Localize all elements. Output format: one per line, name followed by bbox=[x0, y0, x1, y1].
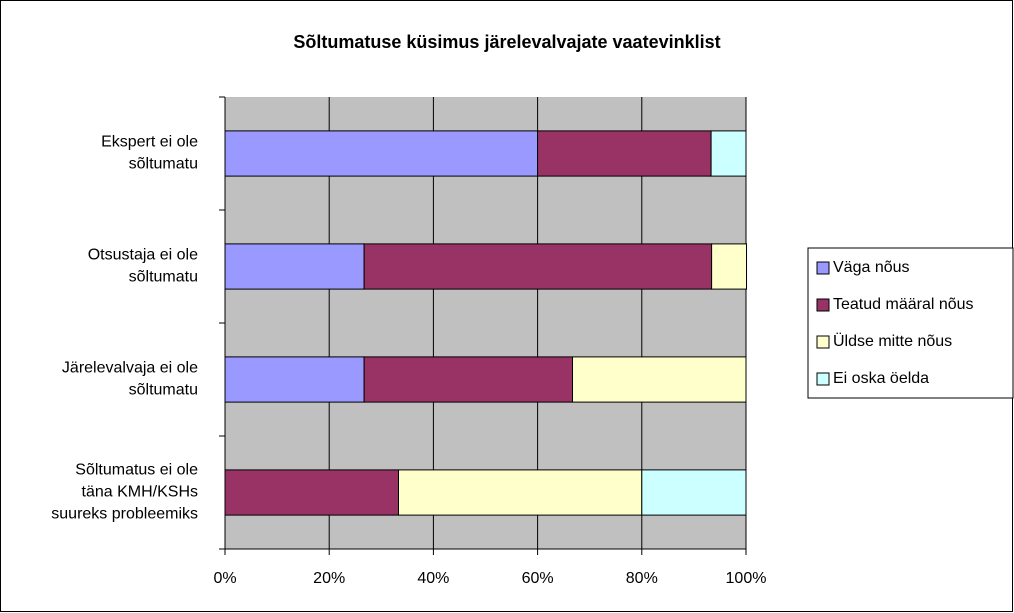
chart-title: Sõltumatuse küsimus järelevalvajate vaat… bbox=[293, 32, 720, 52]
y-tick-label: Järelevalvaja ei ole sõltumatu bbox=[62, 360, 198, 399]
bar-segment bbox=[711, 243, 748, 290]
legend-label: Teatud määral nõus bbox=[833, 296, 974, 313]
x-tick-label: 40% bbox=[417, 570, 449, 587]
legend-label: Ei oska öelda bbox=[833, 370, 929, 387]
bar-segment bbox=[363, 356, 574, 403]
legend-swatch bbox=[816, 372, 830, 386]
legend-box bbox=[807, 247, 1014, 399]
legend-label: Väga nõus bbox=[833, 259, 910, 276]
y-tick-label: Otsustaja ei ole sõltumatu bbox=[88, 247, 198, 286]
bar-segment bbox=[363, 243, 713, 290]
bar-segment bbox=[224, 243, 365, 290]
x-tick-label: 100% bbox=[726, 570, 767, 587]
bar-segment bbox=[641, 469, 747, 516]
bar-segment bbox=[710, 130, 747, 177]
x-tick-label: 80% bbox=[626, 570, 658, 587]
bar-segment bbox=[224, 356, 365, 403]
bar-segment bbox=[224, 469, 399, 516]
y-tick-label: Sõltumatus ei ole täna KMH/KSHs suureks pr… bbox=[51, 462, 198, 523]
x-tick-label: 60% bbox=[522, 570, 554, 587]
legend-label: Üldse mitte nõus bbox=[833, 332, 952, 350]
bar-segment bbox=[224, 130, 539, 177]
x-tick-label: 20% bbox=[313, 570, 345, 587]
bar-segment bbox=[537, 130, 712, 177]
x-tick-label: 0% bbox=[213, 570, 236, 587]
legend-swatch bbox=[816, 335, 830, 349]
legend-swatch bbox=[816, 261, 830, 275]
legend-swatch bbox=[816, 298, 830, 312]
y-tick-label: Ekspert ei ole sõltumatu bbox=[101, 134, 198, 173]
bar-segment bbox=[572, 356, 747, 403]
bar-segment bbox=[397, 469, 643, 516]
